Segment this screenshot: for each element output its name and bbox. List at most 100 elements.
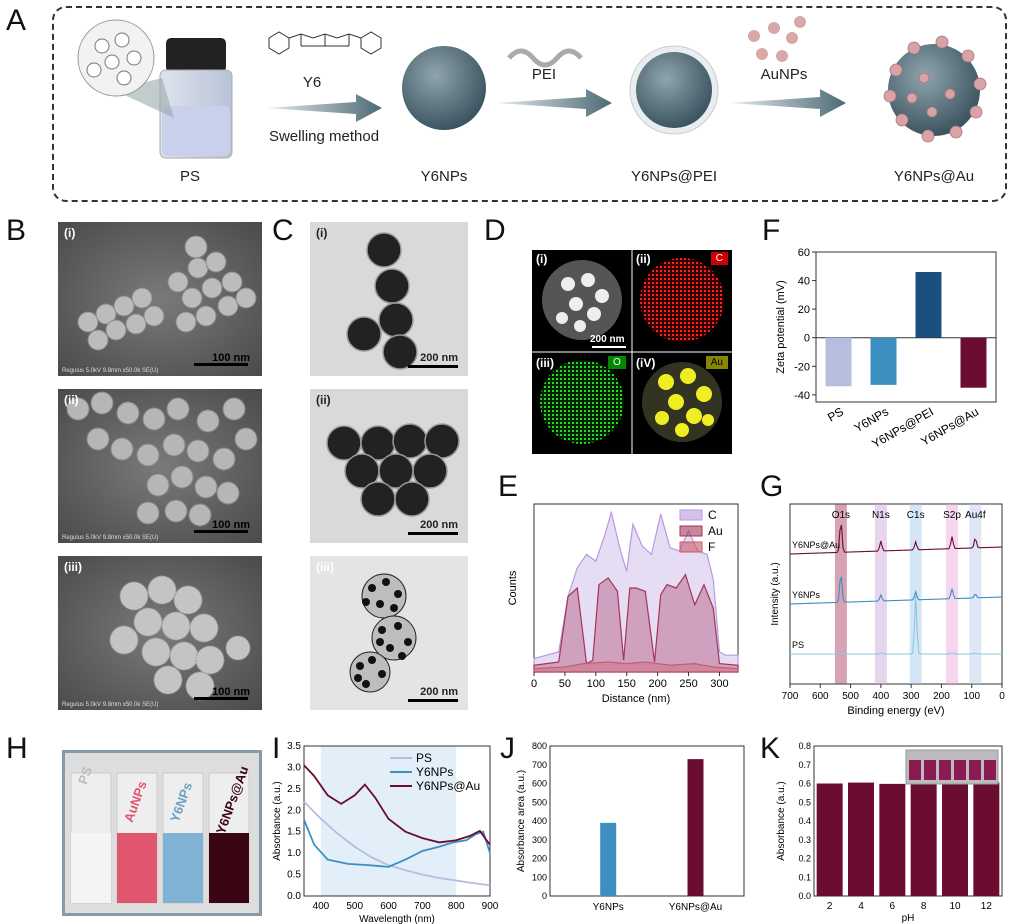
area-e-F [533, 661, 739, 673]
x-tick-label-k-3: 8 [921, 901, 927, 912]
bar-k-1 [848, 782, 874, 896]
x-tick-label-e-0: 0 [531, 678, 537, 690]
peak-label-g-2: C1s [907, 510, 925, 521]
panel-label-g: G [760, 470, 784, 503]
highlight-band-i [320, 746, 457, 896]
bar-j-0 [600, 822, 617, 896]
schematic-pei-label: PEI [531, 66, 557, 83]
plot-frame-f [815, 251, 997, 403]
peak-label-g-0: O1s [832, 510, 850, 521]
eds-chip-au: Au [705, 356, 728, 369]
schematic-swelling-label: Swelling method [268, 128, 380, 145]
tem-scalebar-ii [408, 532, 458, 535]
inset-vial-k-1 [924, 760, 936, 780]
legend-label-i-0: PS [416, 751, 432, 765]
eds-sub-iii: (iii) [536, 356, 554, 370]
chart-xps: O1s N1s C1s S2p Au4f Y6NPs@Au Y6NPs PS 700 600 500… [770, 503, 1005, 717]
panel-label-h: H [6, 732, 28, 765]
panel-label-c: C [272, 214, 294, 247]
y-tick-label-i-7: 3.5 [287, 741, 301, 752]
panel-label-a: A [6, 4, 27, 37]
tem-sub-ii: (ii) [316, 393, 331, 407]
legend-swatch-e-1 [679, 525, 703, 537]
x-tick-label-k-4: 10 [949, 901, 961, 912]
series-g-1 [789, 576, 1003, 605]
inset-vial-k-5 [984, 760, 996, 780]
sem-scale-iii: 100 nm [212, 686, 250, 698]
peak-band-g-3 [946, 504, 959, 684]
y-tick-label-k-1: 0.1 [798, 872, 811, 882]
tem-scale-i: 200 nm [420, 352, 458, 364]
tem-image-ii: (ii) 200 nm [310, 389, 468, 543]
sem-scale-i: 100 nm [212, 352, 250, 364]
eds-chip-c: C [710, 252, 728, 265]
y-tick-label-f-0: -40 [794, 390, 810, 402]
y-tick-label-k-3: 0.3 [798, 835, 811, 845]
x-tick-label-e-3: 150 [618, 678, 636, 690]
y-tick-label-j-8: 800 [532, 741, 547, 751]
series-label-g-2: PS [792, 640, 804, 650]
y-tick-label-i-5: 2.5 [287, 784, 301, 795]
x-tick-label-j-0: Y6NPs [593, 902, 624, 913]
schematic-y6nps-label: Y6NPs [420, 168, 468, 185]
tem-scale-ii: 200 nm [420, 519, 458, 531]
schematic-y6nps-pei-label: Y6NPs@PEI [630, 168, 718, 185]
panel-label-d: D [484, 214, 506, 247]
inset-photo-k [905, 749, 999, 785]
y-tick-label-k-7: 0.7 [798, 760, 811, 770]
x-tick-label-i-2: 600 [380, 901, 397, 912]
sem-footer-iii: Regulus 5.0kV 9.8mm x50.0k SE(U) [62, 702, 159, 708]
legend-label-e-2: F [708, 540, 715, 554]
x-tick-label-g-6: 100 [963, 691, 980, 702]
x-tick-label-e-1: 50 [559, 678, 571, 690]
chart-ph-stability: 2 4 6 8 10 12 0.0 0.1 0.2 0.3 0.4 0.5 0.6 0.7 0.8 pH Abs… [776, 741, 1003, 924]
bar-f-1 [870, 337, 897, 385]
peak-label-g-4: Au4f [965, 510, 986, 521]
y-axis-label-i: Absorbance (a.u.) [272, 781, 283, 861]
x-tick-label-i-5: 900 [482, 901, 499, 912]
y-tick-label-i-4: 2.0 [287, 805, 301, 816]
x-tick-label-g-7: 0 [999, 691, 1005, 702]
panel-label-i: I [272, 732, 281, 765]
series-g-0 [789, 524, 1003, 555]
x-axis-label-g: Binding energy (eV) [847, 705, 944, 717]
schematic-y6-label: Y6 [302, 74, 322, 91]
tem-scalebar-iii [408, 699, 458, 702]
x-tick-label-g-4: 300 [903, 691, 920, 702]
x-tick-label-g-2: 500 [842, 691, 859, 702]
y-tick-label-j-7: 700 [532, 760, 547, 770]
cuvette-photo: PS AuNPs Y6NPs Y6NPs@Au [62, 750, 262, 916]
legend-label-e-1: Au [708, 524, 723, 538]
bar-f-3 [960, 337, 987, 388]
sem-scalebar-ii [194, 530, 248, 533]
y-tick-label-k-5: 0.5 [798, 797, 811, 807]
bar-j-1 [687, 759, 704, 896]
plot-frame-k [813, 745, 1003, 897]
legend-swatch-e-2 [679, 541, 703, 553]
legend-swatch-e-0 [679, 509, 703, 521]
y-axis-label-k: Absorbance (a.u.) [776, 781, 787, 861]
x-axis-label-e: Distance (nm) [602, 693, 670, 705]
bar-k-5 [973, 782, 1000, 896]
x-tick-label-i-0: 400 [313, 901, 330, 912]
x-tick-label-i-3: 700 [414, 901, 431, 912]
schematic-ps-label: PS [179, 168, 200, 185]
tem-image-iii: (iii) 200 nm [310, 556, 468, 710]
inset-vial-k-0 [909, 760, 921, 780]
y-tick-label-j-0: 0 [542, 891, 547, 901]
y-tick-label-k-4: 0.4 [798, 816, 811, 826]
y-tick-label-k-8: 0.8 [798, 741, 811, 751]
plot-frame-j [549, 745, 745, 897]
y-tick-label-i-1: 0.5 [287, 870, 301, 881]
chart-absorbance-area: Y6NPs Y6NPs@Au 0 100 200 300 400 500 600 700 800 Ab… [516, 741, 745, 913]
chart-line-profile: 0 50 100 150 200 250 300 Distance (nm) Counts C Au… [507, 503, 739, 705]
x-tick-label-e-4: 200 [648, 678, 666, 690]
y-tick-label-f-2: 0 [804, 333, 810, 345]
peak-band-g-0 [834, 504, 847, 684]
sem-scale-ii: 100 nm [212, 519, 250, 531]
x-tick-label-g-0: 700 [782, 691, 799, 702]
tem-scalebar-i [408, 365, 458, 368]
x-tick-label-g-1: 600 [812, 691, 829, 702]
peak-band-g-4 [969, 504, 982, 684]
